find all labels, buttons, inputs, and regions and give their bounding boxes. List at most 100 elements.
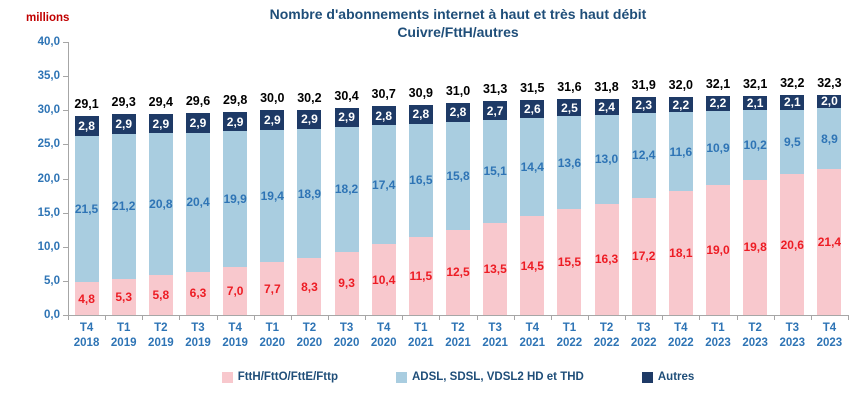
y-tick-mark: [63, 42, 68, 43]
bar-segment: 19,9: [223, 131, 248, 268]
x-category-label: T3 2022: [630, 322, 657, 349]
bar-total-label: 29,6: [185, 93, 211, 108]
bar-segment-value: 8,3: [301, 279, 318, 294]
bar-segment-value: 4,8: [78, 291, 95, 306]
bar-total-label: 30,9: [408, 85, 434, 100]
x-tick-mark: [179, 315, 181, 320]
x-category-label: T4 2021: [519, 322, 546, 349]
bar-segment: 12,5: [446, 229, 470, 315]
y-tick-mark: [63, 315, 68, 316]
bar-segment-value: 7,0: [226, 284, 244, 299]
bar-segment-value: 7,7: [263, 281, 281, 296]
bar-segment: 2,9: [111, 114, 136, 135]
x-category-label: T3 2020: [333, 322, 360, 349]
x-tick-mark: [365, 315, 367, 320]
legend-swatch-icon: [395, 371, 407, 383]
bar-segment: 10,2: [743, 110, 768, 180]
legend: FttH/FttO/FttE/Fttp ADSL, SDSL, VDSL2 HD …: [68, 371, 848, 383]
bar-segment: 16,5: [408, 123, 433, 237]
y-tick-label: 30,0: [37, 104, 60, 117]
legend-item: Autres: [641, 371, 694, 383]
bar-segment: 2,7: [483, 101, 508, 120]
x-tick-mark: [216, 315, 218, 320]
bar-segment-value: 18,1: [669, 246, 693, 261]
legend-item: FttH/FttO/FttE/Fttp: [221, 371, 338, 383]
bar-segment: 2,1: [743, 95, 768, 111]
x-tick-mark: [105, 315, 107, 320]
y-tick-label: 20,0: [37, 172, 60, 185]
y-tick-label: 10,0: [37, 240, 60, 253]
bar-segment-value: 18,2: [334, 182, 359, 197]
bar-segment-value: 15,1: [483, 164, 507, 179]
bar-segment-value: 2,9: [152, 116, 170, 131]
bar-segment: 9,3: [334, 251, 359, 315]
legend-item: ADSL, SDSL, VDSL2 HD et THD: [395, 371, 584, 383]
bar-segment-value: 20,4: [186, 195, 210, 210]
legend-swatch-icon: [221, 371, 233, 383]
y-tick-label: 25,0: [37, 138, 60, 151]
bar-segment-value: 2,6: [523, 101, 541, 116]
bar-segment-value: 10,2: [743, 138, 767, 153]
bar-segment: 9,5: [780, 109, 805, 175]
bar-segment-value: 2,8: [78, 118, 95, 133]
bar-total-label: 32,1: [705, 76, 731, 91]
bar-total-label: 32,3: [817, 75, 842, 90]
bar-segment-value: 2,9: [115, 117, 133, 132]
bar-segment-value: 13,6: [557, 155, 582, 170]
bar-segment-value: 2,2: [672, 97, 690, 112]
bar-segment: 5,3: [111, 278, 136, 315]
x-category-label: T4 2023: [816, 322, 843, 349]
bar-segment-value: 2,1: [746, 96, 764, 111]
x-category-label: T3 2023: [779, 322, 806, 349]
x-tick-mark: [290, 315, 292, 320]
x-category-label: T3 2021: [482, 322, 508, 349]
x-tick-mark: [699, 315, 701, 320]
x-category-label: T2 2023: [742, 322, 768, 349]
x-category-label: T2 2021: [445, 322, 471, 349]
bar-segment: 20,8: [148, 133, 173, 276]
bar-segment: 2,2: [668, 97, 693, 113]
bar-segment: 2,9: [334, 107, 359, 128]
bar-segment: 14,5: [520, 216, 545, 315]
bar-segment-value: 2,9: [338, 110, 355, 125]
bar-segment-value: 2,9: [226, 114, 244, 129]
bar-total-label: 32,2: [780, 76, 805, 91]
bar-segment-value: 2,9: [189, 115, 207, 130]
bar-segment: 11,6: [668, 112, 693, 192]
bar-segment: 2,8: [408, 104, 433, 124]
x-category-label: T1 2021: [408, 322, 434, 349]
x-tick-mark: [513, 315, 515, 320]
bar-segment: 20,4: [186, 132, 210, 272]
bar-segment: 15,1: [483, 119, 508, 223]
bar-segment: 21,5: [74, 135, 99, 283]
bar-segment-value: 16,3: [594, 252, 619, 267]
x-tick-mark: [625, 315, 627, 320]
bar-segment: 16,3: [594, 203, 619, 315]
bar-total-label: 29,3: [111, 95, 136, 110]
bar-segment-value: 11,6: [669, 144, 693, 159]
bar-segment: 7,7: [260, 262, 285, 315]
bar-segment: 13,6: [557, 116, 582, 210]
bar-segment: 2,2: [706, 95, 730, 111]
bar-segment: 10,9: [706, 110, 730, 186]
bar-segment: 7,0: [223, 267, 248, 315]
bar-total-label: 31,0: [445, 83, 471, 98]
bar-total-label: 29,8: [222, 92, 248, 107]
bar-segment: 21,2: [111, 134, 136, 279]
bar-segment: 2,8: [446, 102, 470, 122]
bar-segment-value: 19,0: [706, 243, 730, 258]
x-tick-mark: [476, 315, 478, 320]
bar-segment: 8,9: [817, 108, 842, 169]
bar-segment: 10,4: [371, 244, 396, 315]
bar-segment-value: 2,5: [561, 100, 578, 115]
bar-segment-value: 5,3: [115, 289, 133, 304]
bar-segment-value: 16,5: [409, 173, 433, 188]
x-category-label: T4 2020: [370, 322, 397, 349]
bar-segment-value: 14,5: [520, 258, 544, 273]
bar-segment-value: 2,9: [301, 112, 318, 127]
y-tick-mark: [63, 144, 68, 146]
x-tick-mark: [810, 315, 812, 320]
bar-segment: 2,1: [780, 95, 805, 110]
bar-segment: 2,3: [631, 97, 656, 113]
bar-segment-value: 2,7: [486, 103, 504, 118]
